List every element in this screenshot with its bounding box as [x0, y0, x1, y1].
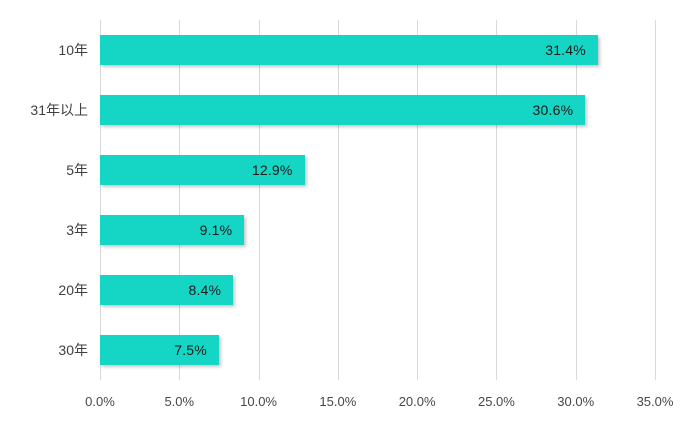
gridline: [575, 20, 577, 380]
gridline: [100, 20, 101, 380]
bar-value-label: 9.1%: [199, 222, 233, 238]
category-label: 10年: [58, 42, 88, 58]
plot-area: 31.4% 30.6% 12.9% 9.1% 8.4% 7.5%: [100, 20, 656, 380]
category-label: 20年: [58, 282, 88, 298]
x-tick-label: 10.0%: [240, 394, 277, 409]
bar: 7.5%: [100, 335, 219, 365]
x-tick-label: 0.0%: [85, 394, 115, 409]
x-tick-label: 25.0%: [477, 394, 515, 409]
bar: 8.4%: [100, 275, 234, 305]
gridline: [337, 20, 339, 380]
bar: 9.1%: [100, 215, 245, 245]
category-label: 3年: [66, 222, 88, 238]
gridline: [179, 20, 181, 380]
x-tick-label: 35.0%: [636, 394, 674, 409]
gridline: [655, 20, 656, 380]
category-label: 5年: [66, 162, 88, 178]
x-tick-label: 15.0%: [319, 394, 357, 409]
bar-row: 31.4%: [100, 20, 655, 80]
category-label: 30年: [58, 342, 88, 358]
bar-row: 30.6%: [100, 80, 655, 140]
x-tick-label: 20.0%: [398, 394, 436, 409]
bar-row: 7.5%: [100, 320, 655, 380]
bar-row: 12.9%: [100, 140, 655, 200]
bar: 31.4%: [100, 35, 598, 65]
gridline: [496, 20, 498, 380]
x-tick-label: 30.0%: [557, 394, 595, 409]
bar-value-label: 8.4%: [188, 282, 222, 298]
bar: 12.9%: [100, 155, 305, 185]
bar: 30.6%: [100, 95, 586, 125]
category-label: 31年以上: [30, 102, 88, 118]
bar-value-label: 12.9%: [251, 162, 293, 178]
bar-value-label: 7.5%: [174, 342, 207, 358]
gridline: [258, 20, 260, 380]
gridline: [417, 20, 419, 380]
bar-value-label: 30.6%: [532, 102, 574, 118]
bar-row: 8.4%: [100, 260, 655, 320]
bar-row: 9.1%: [100, 200, 655, 260]
x-tick-label: 5.0%: [164, 394, 195, 409]
bar-value-label: 31.4%: [545, 42, 586, 58]
